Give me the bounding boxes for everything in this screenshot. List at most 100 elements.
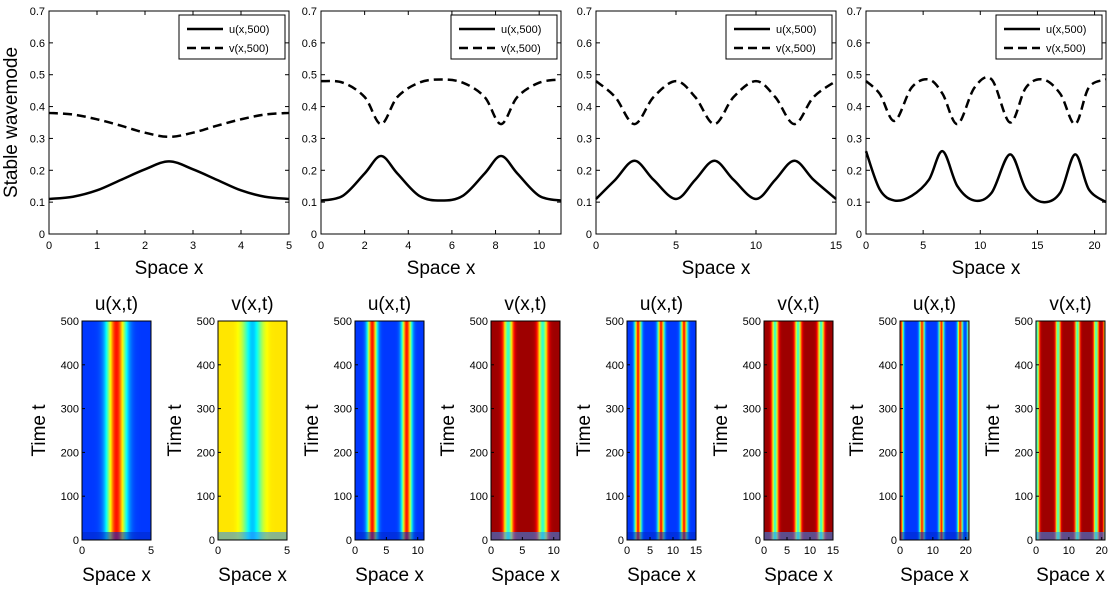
x-tick-label: 0 — [593, 240, 599, 252]
y-tick-label: 300 — [879, 404, 897, 416]
y-tick-label: 0.7 — [847, 6, 862, 18]
y-tick-label: 0.4 — [302, 102, 317, 114]
plot-frame — [763, 320, 834, 541]
x-tick-label: 0 — [352, 545, 358, 557]
series-ux — [864, 149, 1107, 204]
y-tick-label: 500 — [743, 316, 761, 328]
y-axis-label: Stable wavemode — [1, 47, 22, 198]
y-axis-label: Time t — [847, 404, 868, 457]
y-tick-label: 100 — [1015, 491, 1033, 503]
y-tick-label: 0.6 — [847, 38, 862, 50]
y-tick-label: 0.6 — [302, 38, 317, 50]
y-tick-label: 0.7 — [30, 6, 45, 18]
x-tick-label: 15 — [830, 240, 842, 252]
y-tick-label: 100 — [879, 491, 897, 503]
heatmap-panel-3: 0 100 200 300 400 500 0 5 10 u(x,t) Space x Time t — [302, 294, 425, 586]
panel-title: u(x,t) — [640, 294, 683, 315]
y-tick-label: 400 — [197, 360, 215, 372]
y-tick-label: 0 — [482, 535, 488, 547]
x-tick-label: 10 — [667, 545, 679, 557]
panel-title: v(x,t) — [1049, 294, 1091, 315]
heatmap-panel-7: 0 100 200 300 400 500 0 10 20 u(x,t) Space x Time t — [847, 294, 972, 586]
x-tick-label: 15 — [1031, 240, 1043, 252]
y-tick-label: 300 — [334, 404, 352, 416]
y-axis-label: Time t — [438, 404, 459, 457]
y-tick-label: 0.5 — [30, 70, 45, 82]
legend-label: v(x,500) — [776, 43, 816, 55]
y-tick-label: 300 — [1015, 404, 1033, 416]
y-tick-label: 500 — [879, 316, 897, 328]
x-tick-label: 10 — [1063, 545, 1075, 557]
y-tick-label: 0 — [346, 535, 352, 547]
x-tick-label: 10 — [750, 240, 762, 252]
panel-title: u(x,t) — [95, 294, 138, 315]
x-tick-label: 4 — [405, 240, 411, 252]
y-tick-label: 100 — [470, 491, 488, 503]
y-tick-label: 100 — [606, 491, 624, 503]
x-axis-label: Space x — [682, 258, 751, 279]
series-ux — [320, 154, 562, 202]
x-tick-label: 10 — [548, 545, 560, 557]
legend: u(x,500) v(x,500) — [725, 14, 833, 60]
legend-box — [178, 14, 286, 60]
y-tick-label: 0.2 — [577, 165, 592, 177]
y-tick-label: 500 — [1015, 316, 1033, 328]
y-tick-label: 500 — [197, 316, 215, 328]
x-tick-label: 10 — [804, 545, 816, 557]
y-tick-label: 300 — [61, 404, 79, 416]
x-tick-label: 4 — [238, 240, 244, 252]
x-tick-label: 3 — [190, 240, 196, 252]
heatmap-panel-5: 0 100 200 300 400 500 0 5 10 15 u(x,t) Space x Time … — [574, 294, 702, 586]
y-tick-label: 0 — [209, 535, 215, 547]
heatmap-panel-8: 0 100 200 300 400 500 0 10 20 v(x,t) Space x Time t — [983, 294, 1108, 586]
y-tick-label: 0.6 — [577, 38, 592, 50]
y-tick-label: 100 — [61, 491, 79, 503]
heatmap-field — [491, 321, 560, 540]
x-axis-label: Space x — [407, 258, 476, 279]
panel-title: u(x,t) — [368, 294, 411, 315]
series-vx — [595, 79, 837, 126]
y-tick-label: 0.3 — [577, 133, 592, 145]
plot-frame — [899, 320, 970, 541]
initial-transient — [900, 532, 969, 540]
legend-box — [450, 14, 558, 60]
y-tick-label: 0.2 — [847, 165, 862, 177]
x-tick-label: 8 — [492, 240, 498, 252]
y-tick-label: 0 — [856, 229, 862, 241]
y-tick-label: 200 — [470, 447, 488, 459]
legend-label: u(x,500) — [501, 24, 541, 36]
y-tick-label: 0 — [73, 535, 79, 547]
heatmap-field — [355, 321, 424, 540]
heatmap-field — [627, 321, 696, 540]
y-axis-label: Time t — [983, 404, 1004, 457]
x-tick-label: 0 — [215, 545, 221, 557]
plot-frame — [81, 320, 152, 541]
initial-transient — [1036, 532, 1105, 540]
x-tick-label: 5 — [286, 240, 292, 252]
x-axis-label: Space x — [355, 565, 424, 586]
y-tick-label: 0.4 — [847, 102, 862, 114]
x-tick-label: 0 — [1033, 545, 1039, 557]
y-tick-label: 0.7 — [302, 6, 317, 18]
plot-frame — [354, 320, 425, 541]
y-tick-label: 0 — [891, 535, 897, 547]
x-axis-label: Space x — [1036, 565, 1105, 586]
y-tick-label: 500 — [470, 316, 488, 328]
legend-box — [725, 14, 833, 60]
plot-frame — [217, 320, 288, 541]
y-tick-label: 400 — [61, 360, 79, 372]
panel-title: u(x,t) — [913, 294, 956, 315]
legend-label: u(x,500) — [776, 24, 816, 36]
y-tick-label: 0.3 — [30, 133, 45, 145]
series-vx — [865, 75, 1107, 126]
y-tick-label: 200 — [606, 447, 624, 459]
y-axis-label: Time t — [574, 404, 595, 457]
legend-label: u(x,500) — [1046, 24, 1086, 36]
y-axis-label: Time t — [711, 404, 732, 457]
y-axis-label: Time t — [302, 404, 323, 457]
legend: u(x,500) v(x,500) — [450, 14, 558, 60]
panel-title: v(x,t) — [504, 294, 546, 315]
y-tick-label: 0 — [618, 535, 624, 547]
y-tick-label: 0.1 — [302, 197, 317, 209]
